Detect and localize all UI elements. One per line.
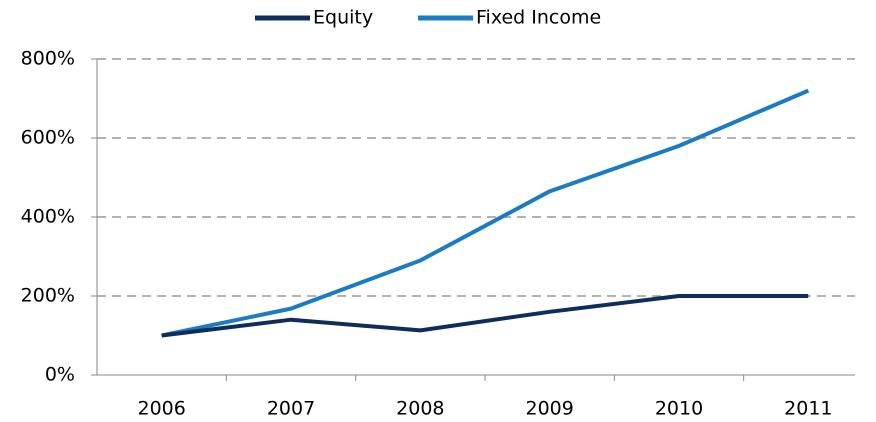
x-tick-label: 2007 — [267, 398, 315, 420]
y-tick-label: 0% — [45, 364, 75, 386]
x-tick-label: 2008 — [396, 398, 444, 420]
x-tick-label: 2009 — [525, 398, 573, 420]
y-tick-label: 400% — [21, 206, 75, 228]
x-tick-label: 2010 — [655, 398, 703, 420]
y-tick-label: 600% — [21, 127, 75, 149]
x-tick-label: 2011 — [784, 398, 832, 420]
y-tick-label: 800% — [21, 48, 75, 70]
series-line — [161, 294, 809, 338]
legend-label: Equity — [313, 7, 373, 29]
y-tick-label: 200% — [21, 285, 75, 307]
x-tick-label: 2006 — [137, 398, 185, 420]
legend-label: Fixed Income — [476, 7, 601, 29]
series-line — [161, 88, 810, 338]
